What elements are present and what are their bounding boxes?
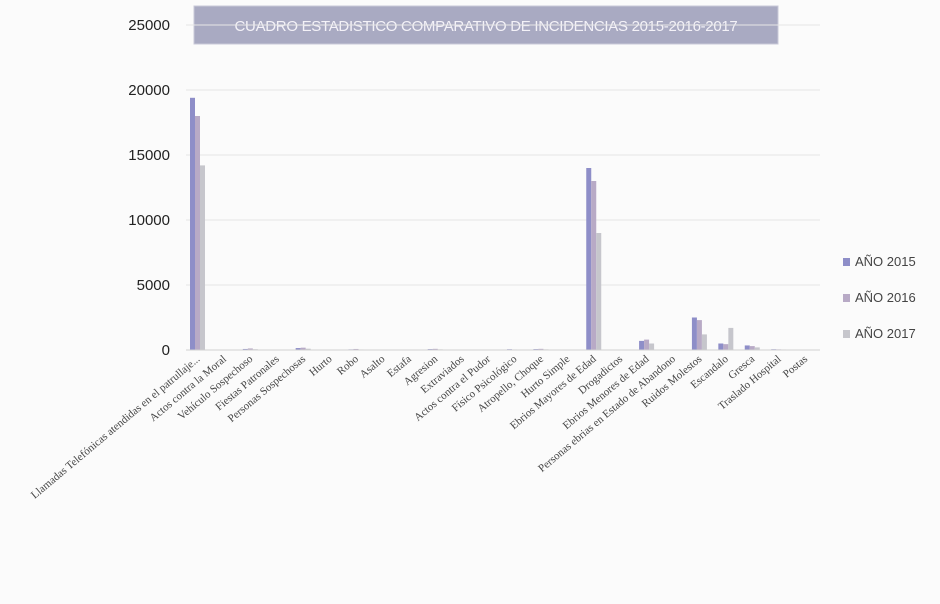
x-tick-label: Llamadas Telefónicas atendidas en el pat…: [29, 353, 203, 502]
bar: [305, 348, 311, 350]
bar: [644, 339, 650, 350]
legend-label: AÑO 2016: [855, 290, 916, 305]
legend-label: AÑO 2017: [855, 326, 916, 341]
bar: [639, 340, 645, 350]
bar: [701, 334, 707, 350]
bar: [723, 344, 729, 350]
x-tick-label: Robo: [335, 353, 361, 378]
legend-swatch: [843, 294, 850, 302]
bar: [242, 348, 248, 350]
bar: [200, 165, 205, 350]
bar: [691, 317, 697, 350]
y-tick-label: 0: [162, 342, 170, 359]
bar: [195, 116, 200, 350]
x-tick-label: Hurto: [307, 353, 335, 379]
bar: [295, 348, 301, 350]
x-tick-label: Asalto: [358, 353, 388, 381]
bars: [190, 97, 787, 350]
bar: [353, 348, 359, 350]
bar: [596, 233, 602, 350]
bar: [649, 343, 655, 350]
y-tick-label: 25000: [128, 17, 170, 34]
bar: [190, 97, 195, 350]
bar: [744, 345, 750, 350]
legend-swatch: [843, 330, 850, 338]
x-axis-ticks: Llamadas Telefónicas atendidas en el pat…: [29, 353, 810, 502]
bar: [432, 348, 438, 350]
y-tick-label: 5000: [137, 277, 170, 294]
bar: [749, 346, 755, 350]
bar: [586, 168, 592, 350]
bar: [754, 347, 760, 350]
bar: [696, 320, 702, 350]
y-tick-label: 20000: [128, 82, 170, 99]
legend: AÑO 2015 AÑO 2016 AÑO 2017: [843, 254, 916, 341]
chart-title: CUADRO ESTADISTICO COMPARATIVO DE INCIDE…: [235, 18, 738, 35]
x-tick-label: Postas: [781, 353, 810, 380]
bar: [300, 347, 306, 350]
y-tick-label: 10000: [128, 212, 170, 229]
bar: [247, 348, 253, 350]
y-axis-ticks: 0 5000 10000 15000 20000 25000: [128, 17, 170, 359]
y-tick-label: 15000: [128, 147, 170, 164]
bar: [728, 327, 734, 350]
bar: [591, 181, 597, 350]
bar: [718, 343, 724, 350]
legend-label: AÑO 2015: [855, 254, 916, 269]
legend-swatch: [843, 258, 850, 266]
bar: [538, 348, 544, 350]
gridlines: [186, 24, 820, 286]
